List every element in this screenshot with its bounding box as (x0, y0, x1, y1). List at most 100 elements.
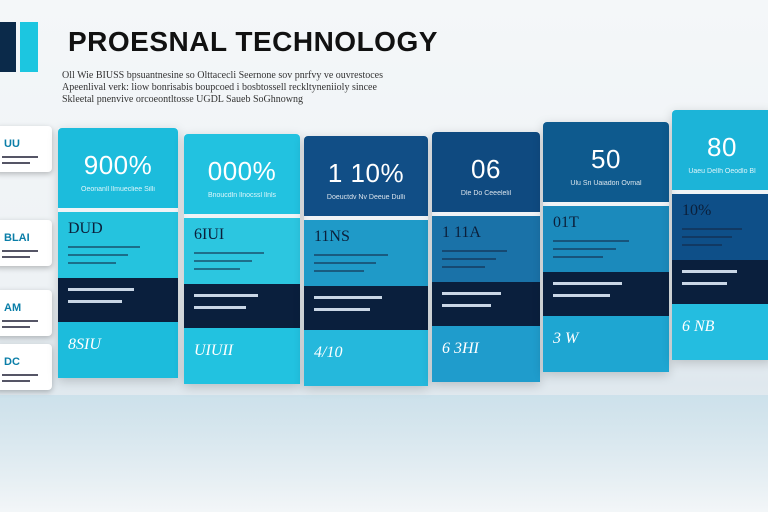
stat-panel-3: 1 10% Doeuctdv Nv Deeue Dulli 11NS 4/10 (304, 136, 428, 386)
side-tile-line (2, 162, 30, 164)
text-line (194, 268, 241, 270)
band-line (68, 300, 122, 303)
panel-mid: 1 11A (432, 216, 540, 282)
side-tile-label: UU (4, 138, 20, 150)
panel-bottom: 6 NB (672, 304, 768, 360)
band-line (682, 282, 727, 285)
panel-mid: 6IUI (184, 218, 300, 284)
side-tile-line (2, 380, 30, 382)
panel-bottom-value: UIUII (194, 342, 234, 359)
panel-mid-value: DUD (68, 220, 103, 237)
panel-bottom-value: 6 3HI (442, 340, 479, 357)
text-line (682, 236, 732, 238)
panel-mid: 01T (543, 206, 669, 272)
stat-panel-2: 000% Bnoucdln llnocssl llnls 6IUI UIUII (184, 134, 300, 384)
side-tile-line (2, 256, 30, 258)
side-tile-line (2, 374, 38, 376)
panel-bottom-value: 6 NB (682, 318, 715, 335)
text-line (442, 266, 486, 268)
panel-bottom-value: 8SIU (68, 336, 101, 353)
side-tile-3: AM (0, 290, 52, 336)
side-tile-2: BLAI (0, 220, 52, 266)
band-line (314, 308, 370, 311)
panel-big-value: 06 (471, 154, 501, 184)
panel-stage: UU BLAI AM DC 900% Oeonanll llmuecliee Si… (0, 100, 768, 440)
panel-bottom-value: 4/10 (314, 344, 343, 361)
band-line (194, 306, 247, 309)
panel-mid-value: 1 11A (442, 224, 481, 241)
band-line (194, 294, 258, 297)
panel-big-value: 900% (83, 150, 153, 180)
band-line (314, 296, 383, 299)
text-line (553, 240, 629, 242)
band-line (442, 304, 491, 307)
panel-caption: Oeonanll llmuecliee Silli (81, 186, 155, 193)
panel-mid: 10% (672, 194, 768, 260)
panel-band (432, 282, 540, 326)
floor-reflection (0, 395, 768, 512)
panel-band (304, 286, 428, 330)
panel-mid: 11NS (304, 220, 428, 286)
text-line (442, 250, 507, 252)
panel-caption: Bnoucdln llnocssl llnls (207, 192, 277, 199)
text-line (314, 262, 376, 264)
side-tile-line (2, 156, 38, 158)
text-line (553, 256, 604, 258)
band-line (682, 270, 737, 273)
text-line (68, 254, 128, 256)
stat-panel-4: 06 Dle Do Ceeelelil 1 11A 6 3HI (432, 132, 540, 382)
panel-big-value: 000% (207, 156, 277, 186)
panel-band (58, 278, 178, 322)
panel-top: 50 Ulu Sri Uaiadon Ovmal (543, 122, 669, 202)
side-tile-label: DC (4, 356, 20, 368)
side-tile-4: DC (0, 344, 52, 390)
panel-mid-value: 11NS (314, 228, 350, 245)
panel-big-value: 50 (591, 144, 621, 174)
band-line (442, 292, 502, 295)
intro-paragraph: Oll Wie BIUSS bpsuantnesine so Olttacecl… (62, 70, 482, 106)
text-line (194, 252, 264, 254)
text-line (442, 258, 496, 260)
panel-caption: Doeuctdv Nv Deeue Dulli (326, 194, 406, 201)
panel-bottom-value: 3 W (553, 330, 579, 347)
text-line (68, 246, 140, 248)
text-line (553, 248, 616, 250)
panel-caption: Ulu Sri Uaiadon Ovmal (570, 180, 642, 187)
panel-top: 000% Bnoucdln llnocssl llnls (184, 134, 300, 214)
text-line (682, 244, 722, 246)
band-line (553, 294, 610, 297)
intro-line-1: Oll Wie BIUSS bpsuantnesine so Olttacecl… (62, 70, 384, 81)
panel-bottom: 4/10 (304, 330, 428, 386)
side-tile-label: BLAI (4, 232, 30, 244)
side-tile-line (2, 250, 38, 252)
side-tile-line (2, 326, 30, 328)
band-line (68, 288, 134, 291)
text-line (682, 228, 742, 230)
stat-panel-5: 50 Ulu Sri Uaiadon Ovmal 01T 3 W (543, 122, 669, 372)
text-line (194, 260, 252, 262)
side-tile-line (2, 320, 38, 322)
band-line (553, 282, 623, 285)
text-line (314, 270, 364, 272)
panel-bottom: 3 W (543, 316, 669, 372)
stat-panel-1: 900% Oeonanll llmuecliee Silli DUD 8SIU (58, 128, 178, 378)
logo-bar-dark (0, 22, 16, 72)
panel-caption: Dle Do Ceeelelil (460, 190, 512, 197)
panel-top: 80 Uaeu Dellh Oeodlo Bl (672, 110, 768, 190)
panel-mid: DUD (58, 212, 178, 278)
panel-bottom: UIUII (184, 328, 300, 384)
panel-band (672, 260, 768, 304)
panel-band (184, 284, 300, 328)
panel-top: 900% Oeonanll llmuecliee Silli (58, 128, 178, 208)
panel-bottom: 6 3HI (432, 326, 540, 382)
panel-band (543, 272, 669, 316)
side-tile-1: UU (0, 126, 52, 172)
intro-line-2: Apeenlival verk: liow bonrisabis boupcoe… (62, 82, 377, 93)
text-line (314, 254, 389, 256)
panel-caption: Uaeu Dellh Oeodlo Bl (688, 168, 756, 175)
panel-top: 1 10% Doeuctdv Nv Deeue Dulli (304, 136, 428, 216)
panel-big-value: 80 (707, 132, 737, 162)
panel-mid-value: 10% (682, 202, 712, 219)
panel-top: 06 Dle Do Ceeelelil (432, 132, 540, 212)
intro-line-3: Skleetal pnenvive orcoeontltosse UGDL Sa… (62, 94, 303, 105)
